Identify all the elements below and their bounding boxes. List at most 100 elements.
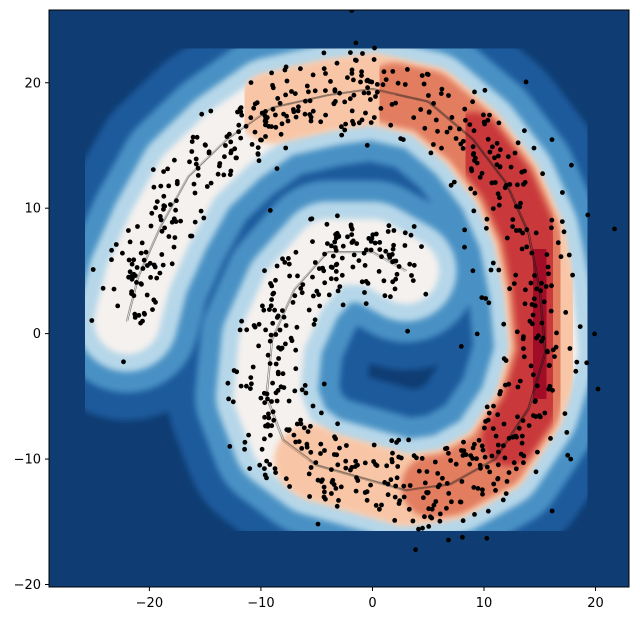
data-point bbox=[335, 213, 340, 219]
data-point bbox=[539, 280, 544, 286]
data-point bbox=[159, 228, 165, 234]
data-point bbox=[444, 505, 449, 511]
data-point bbox=[472, 441, 477, 447]
data-point bbox=[338, 484, 344, 490]
data-point bbox=[111, 286, 117, 292]
data-point bbox=[307, 98, 313, 104]
data-point bbox=[337, 284, 343, 289]
data-point bbox=[546, 271, 551, 277]
y-tick-label: −10 bbox=[14, 453, 41, 468]
data-point bbox=[279, 121, 285, 127]
data-point bbox=[532, 273, 537, 278]
data-point bbox=[284, 78, 290, 84]
data-point bbox=[473, 155, 478, 161]
data-point bbox=[559, 219, 565, 225]
data-point bbox=[419, 244, 424, 250]
data-point bbox=[299, 290, 305, 296]
data-point bbox=[533, 469, 539, 475]
data-point bbox=[333, 269, 339, 274]
data-point bbox=[537, 413, 542, 419]
data-point bbox=[171, 244, 177, 250]
data-point bbox=[396, 501, 402, 506]
data-point bbox=[161, 169, 167, 175]
data-point bbox=[270, 409, 276, 415]
x-tick-label: −20 bbox=[136, 596, 163, 611]
data-point bbox=[478, 465, 483, 471]
x-tick-label: 0 bbox=[368, 596, 376, 611]
data-point bbox=[530, 372, 536, 378]
data-point bbox=[411, 224, 417, 229]
data-point bbox=[401, 494, 407, 500]
data-point bbox=[368, 247, 374, 253]
data-point bbox=[470, 445, 476, 451]
data-point bbox=[224, 134, 230, 140]
data-point bbox=[425, 490, 430, 496]
data-point bbox=[426, 506, 432, 512]
data-point bbox=[563, 310, 569, 315]
data-point bbox=[390, 279, 396, 285]
data-point bbox=[544, 252, 550, 257]
data-point bbox=[131, 257, 137, 263]
data-point bbox=[395, 464, 401, 469]
data-point bbox=[129, 261, 135, 267]
data-point bbox=[335, 421, 340, 427]
data-point bbox=[326, 292, 332, 298]
data-point bbox=[505, 154, 511, 160]
data-point bbox=[515, 182, 520, 188]
data-point bbox=[476, 437, 482, 443]
data-point bbox=[470, 268, 476, 274]
data-point bbox=[446, 450, 451, 456]
data-point bbox=[372, 240, 378, 246]
data-point bbox=[481, 112, 486, 118]
data-point bbox=[142, 311, 148, 317]
data-point bbox=[438, 91, 444, 96]
data-point bbox=[585, 212, 591, 218]
data-point bbox=[435, 128, 440, 134]
data-point bbox=[242, 446, 248, 452]
data-point bbox=[100, 285, 106, 291]
contour-line bbox=[125, 89, 545, 492]
data-point bbox=[306, 471, 312, 477]
data-point bbox=[274, 398, 280, 404]
data-point bbox=[490, 206, 496, 212]
data-point bbox=[198, 208, 204, 214]
data-point bbox=[311, 293, 316, 299]
data-point bbox=[276, 356, 281, 361]
data-point bbox=[493, 488, 498, 493]
data-point bbox=[321, 50, 327, 56]
data-point bbox=[493, 433, 499, 439]
data-point bbox=[190, 134, 196, 140]
data-point bbox=[256, 321, 262, 327]
data-point bbox=[535, 449, 540, 455]
data-point bbox=[517, 204, 523, 210]
data-point bbox=[343, 458, 349, 464]
data-point bbox=[481, 119, 487, 125]
data-point bbox=[145, 263, 150, 268]
data-point bbox=[477, 174, 483, 180]
data-point bbox=[421, 495, 426, 501]
data-point bbox=[260, 303, 265, 309]
data-point bbox=[268, 281, 273, 286]
data-point bbox=[474, 456, 479, 462]
data-point bbox=[161, 206, 166, 212]
data-point bbox=[393, 258, 399, 264]
data-point bbox=[355, 462, 360, 468]
data-point bbox=[292, 91, 298, 96]
data-point bbox=[268, 332, 274, 338]
x-tick-label: 10 bbox=[476, 596, 493, 611]
data-point bbox=[487, 112, 492, 118]
data-point bbox=[366, 90, 371, 96]
data-point bbox=[331, 101, 337, 107]
data-point bbox=[328, 79, 333, 84]
data-point bbox=[278, 131, 284, 137]
data-point bbox=[328, 276, 334, 282]
data-point bbox=[519, 433, 525, 439]
data-point bbox=[109, 257, 114, 263]
data-point bbox=[521, 346, 526, 351]
data-point bbox=[374, 82, 380, 87]
data-point bbox=[439, 86, 445, 92]
data-point bbox=[392, 494, 398, 500]
data-point bbox=[250, 364, 256, 370]
y-tick-label: 0 bbox=[33, 327, 41, 342]
data-point bbox=[528, 363, 534, 369]
